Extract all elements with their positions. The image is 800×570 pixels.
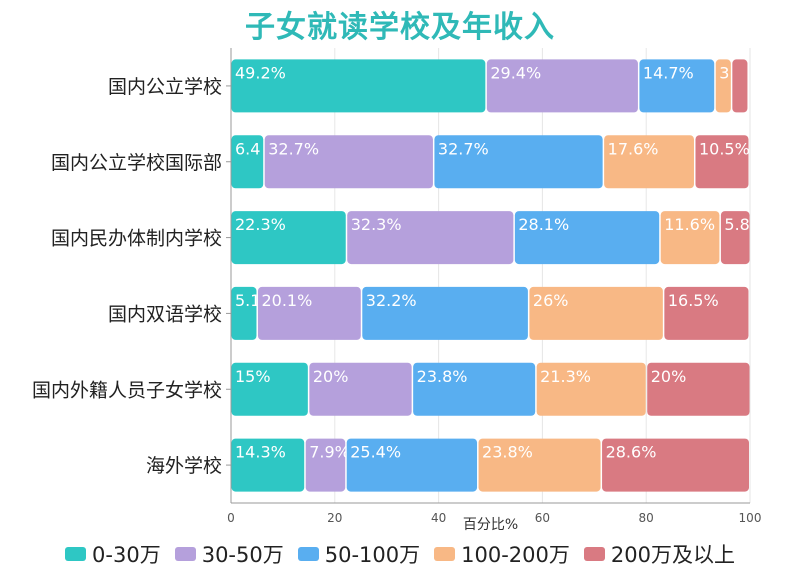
bar-segment: [664, 286, 749, 340]
legend-label: 0-30万: [92, 543, 161, 567]
legend-item: 200万及以上: [583, 539, 735, 569]
category-label: 海外学校: [146, 455, 222, 477]
data-label: 32.3%: [351, 215, 402, 234]
bar-segment: [264, 135, 433, 189]
data-label: 32.7%: [268, 139, 319, 158]
data-label: 11.6%: [664, 215, 715, 234]
bar-segment: [514, 211, 660, 265]
data-label: 21.3%: [540, 367, 591, 386]
bar-segment: [695, 135, 749, 189]
data-label: 26%: [533, 291, 569, 310]
x-tick-label: 20: [327, 511, 342, 525]
data-label: 49.2%: [235, 63, 286, 82]
category-label: 国内双语学校: [108, 303, 222, 325]
x-tick-label: 40: [431, 511, 446, 525]
data-label: 20%: [313, 367, 349, 386]
bar-segment: [732, 59, 748, 113]
bar-segment: [720, 211, 750, 265]
legend-item: 50-100万: [297, 539, 421, 569]
bar-segment: [434, 135, 603, 189]
x-tick-label: 100: [739, 511, 762, 525]
data-label: 14.7%: [643, 63, 694, 82]
data-label: 28.6%: [606, 443, 657, 462]
data-label: 29.4%: [490, 63, 541, 82]
bar-segment: [660, 211, 720, 265]
bar-segment: [346, 438, 478, 492]
category-label: 国内外籍人员子女学校: [32, 379, 222, 401]
data-label: 22.3%: [235, 215, 286, 234]
legend-item: 0-30万: [65, 539, 161, 569]
data-label: 7.9%: [309, 443, 350, 462]
legend-label: 200万及以上: [610, 543, 735, 567]
legend-swatch: [174, 547, 196, 561]
bar-segment: [305, 438, 346, 492]
plot-area: 0 20 40 60 80 100 百分比% 国内公立学校 49.2% 29.4% 14.7% 3.2…: [32, 48, 762, 533]
data-label: 10.5%: [699, 139, 750, 158]
data-label: 17.6%: [608, 139, 659, 158]
data-label: 25.4%: [350, 443, 401, 462]
bar-segment: [639, 59, 715, 113]
bar-segment: [231, 211, 346, 265]
bar-segment: [715, 59, 731, 113]
data-label: 23.8%: [417, 367, 468, 386]
legend-swatch: [583, 547, 605, 561]
data-label: 16.5%: [668, 291, 719, 310]
bar-segment: [257, 286, 361, 340]
legend-swatch: [65, 547, 87, 561]
category-label: 国内公立学校国际部: [51, 152, 222, 174]
bar-segment: [347, 211, 514, 265]
x-tick-label: 0: [227, 511, 235, 525]
data-label: 20.1%: [261, 291, 312, 310]
bar-segment: [602, 438, 749, 492]
data-label: 3.2: [719, 63, 744, 82]
chart-title: 子女就读学校及年收入: [245, 10, 555, 45]
bar-segment: [604, 135, 694, 189]
legend-swatch: [297, 547, 319, 561]
data-label: 5.1: [235, 291, 260, 310]
bar-segment: [647, 362, 750, 416]
bar-segment: [309, 362, 412, 416]
x-tick-label: 60: [535, 511, 550, 525]
legend-item: 30-50万: [174, 539, 284, 569]
legend-label: 30-50万: [201, 543, 284, 567]
bar-segment: [362, 286, 528, 340]
data-label: 28.1%: [518, 215, 569, 234]
data-label: 23.8%: [482, 443, 533, 462]
data-label: 5.8: [724, 215, 749, 234]
legend-item: 100-200万: [434, 539, 570, 569]
bar-segment: [231, 135, 264, 189]
bar-segment: [231, 362, 308, 416]
legend-label: 100-200万: [461, 543, 570, 567]
x-tick-label: 80: [639, 511, 654, 525]
legend-swatch: [434, 547, 456, 561]
data-label: 32.7%: [438, 139, 489, 158]
category-label: 国内公立学校: [108, 76, 222, 98]
data-label: 20%: [651, 367, 687, 386]
bar-segment: [231, 59, 486, 113]
data-label: 15%: [235, 367, 271, 386]
bar-segment: [231, 438, 305, 492]
data-label: 32.2%: [366, 291, 417, 310]
bar-segment: [231, 286, 257, 340]
bar-segment: [486, 59, 638, 113]
data-label: 6.4: [235, 139, 260, 158]
bar-segment: [478, 438, 601, 492]
bar-segment: [413, 362, 536, 416]
legend-label: 50-100万: [324, 543, 421, 567]
category-label: 国内民办体制内学校: [51, 228, 222, 250]
bar-segment: [529, 286, 663, 340]
x-axis-label: 百分比%: [463, 517, 518, 533]
data-label: 14.3%: [235, 443, 286, 462]
bar-segment: [536, 362, 646, 416]
legend: 0-30万 30-50万 50-100万 100-200万 200万及以上: [0, 538, 800, 570]
